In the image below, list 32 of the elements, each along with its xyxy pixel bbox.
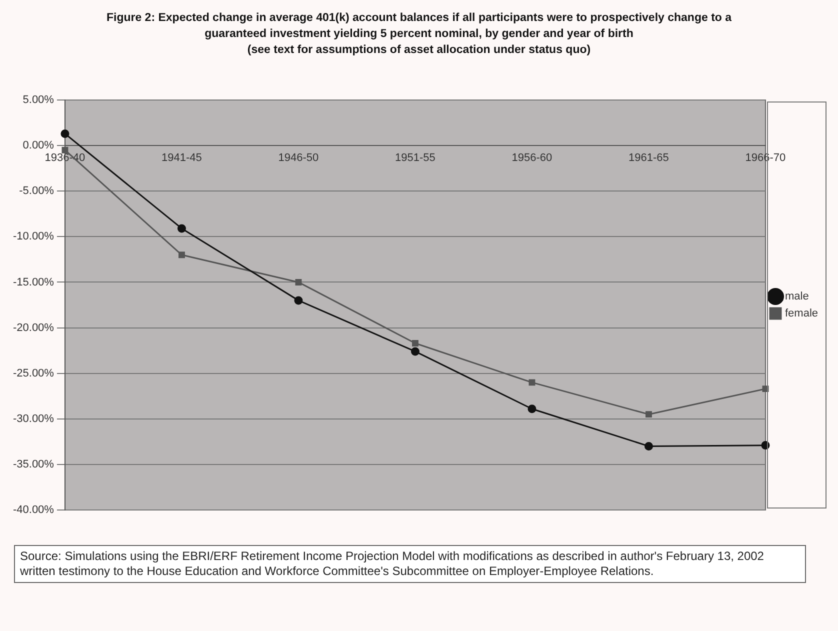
point — [644, 442, 653, 450]
point — [294, 296, 303, 305]
point — [177, 224, 186, 233]
point — [412, 340, 418, 346]
y-tick-label: 0.00% — [22, 140, 54, 152]
point — [295, 279, 302, 286]
y-tick-label: -40.00% — [12, 504, 54, 516]
legend-label: female — [784, 308, 818, 320]
point — [60, 129, 70, 138]
point — [62, 146, 68, 154]
legend-label: male — [784, 290, 809, 303]
y-tick-label: -35.00% — [12, 458, 54, 470]
point — [528, 404, 536, 414]
chart-subtitle: (see text for assumptions of asset allocation under status quo) — [246, 43, 592, 58]
y-tick-label: -30.00% — [12, 412, 54, 425]
x-tick-label: 1941-45 — [162, 152, 202, 164]
y-tick-label: -20.00% — [12, 322, 54, 334]
x-tick-label: 1946-50 — [278, 152, 319, 164]
y-tick-label: -15.00% — [12, 276, 54, 288]
x-tick-label: 1951-55 — [395, 152, 436, 164]
point — [528, 379, 536, 386]
point — [410, 347, 420, 356]
source-note: Source: Simulations using the EBRI/ERF Retirement Income Projection Model with modifications as described in author's February 13, 2002 written testimony to the House Education and Workforce Committee's Subcommittee on Employer-Employee Relations. — [20, 549, 765, 579]
y-tick-label: -5.00% — [19, 185, 54, 198]
x-tick-label: 1956-60 — [512, 152, 552, 164]
y-tick-label: 5.00% — [22, 94, 54, 106]
point — [646, 411, 652, 418]
y-tick-label: -10.00% — [12, 230, 54, 243]
x-tick-label: 1961-65 — [628, 152, 669, 164]
point — [178, 252, 185, 258]
chart-title: Figure 2: Expected change in average 401(k) account balances if all participants were to prospectively change to a guaranteed investment yielding 5 percent nominal, by gender and year of birth — [105, 11, 733, 42]
y-tick-label: -25.00% — [12, 367, 54, 380]
